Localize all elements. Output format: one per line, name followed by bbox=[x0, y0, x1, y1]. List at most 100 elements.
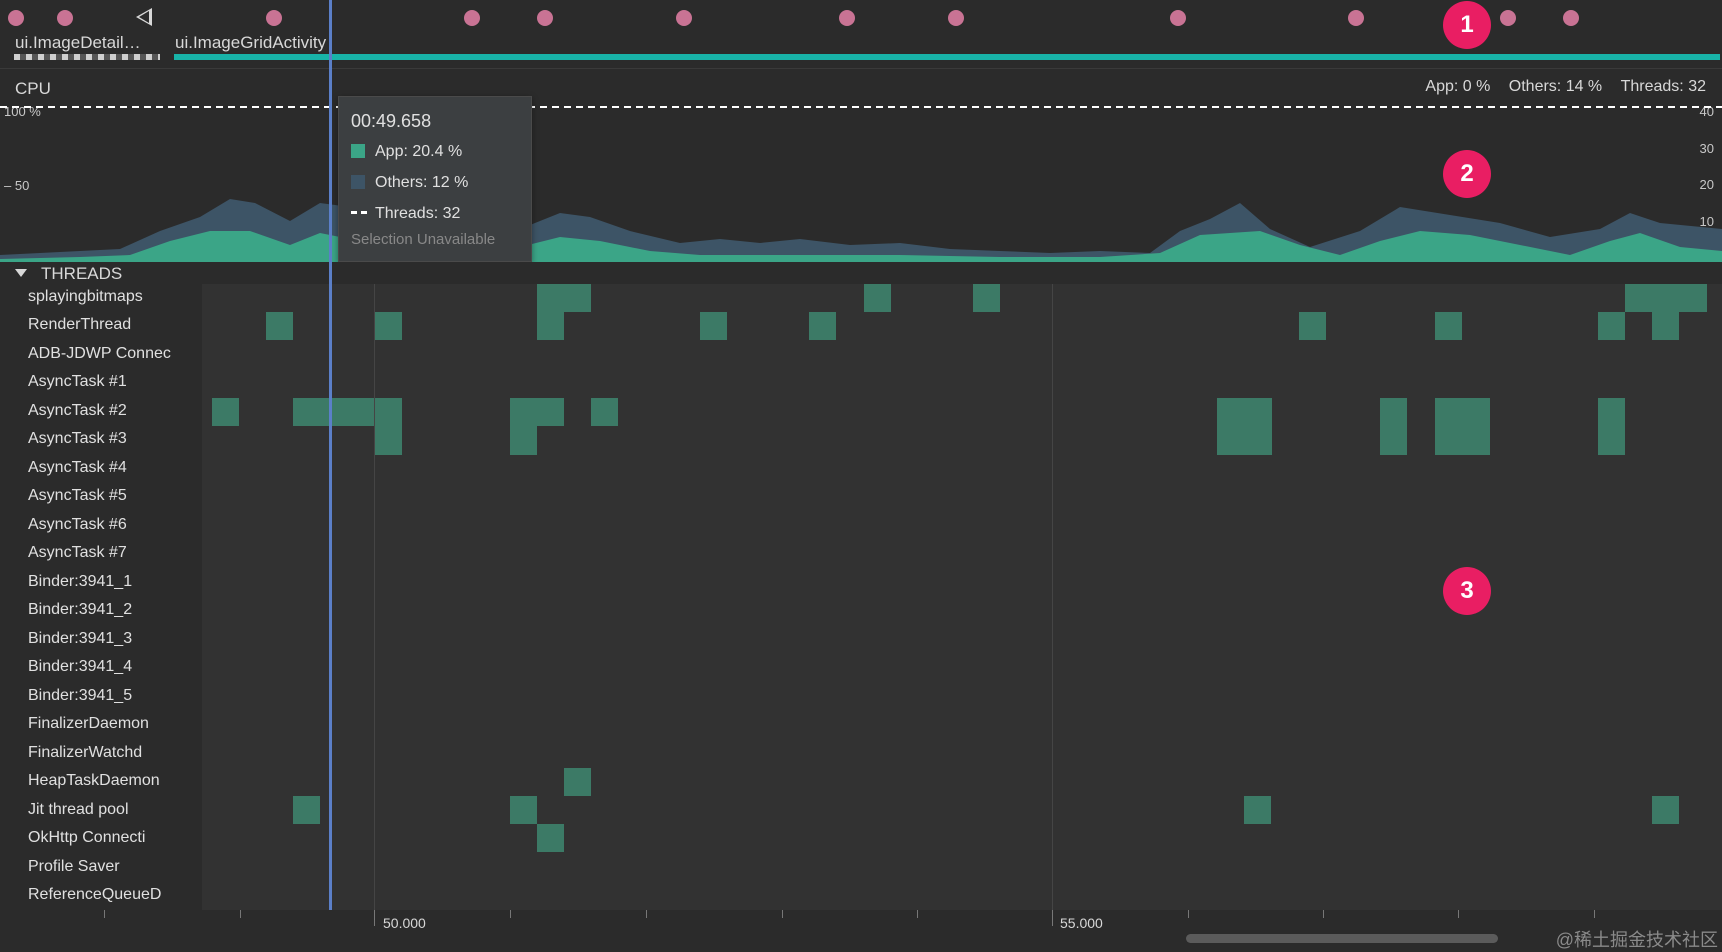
activity-label-image-grid[interactable]: ui.ImageGridActivity bbox=[175, 33, 327, 52]
axis-label-55: 55.000 bbox=[1060, 915, 1103, 931]
thread-name[interactable]: AsyncTask #7 bbox=[28, 544, 127, 561]
watermark: @稀土掘金技术社区 bbox=[1555, 930, 1718, 950]
axis-tick bbox=[1594, 910, 1595, 918]
tooltip-others: Others: 12 % bbox=[375, 174, 469, 191]
axis-tick bbox=[104, 910, 105, 918]
axis-tick bbox=[917, 910, 918, 918]
thread-name[interactable]: FinalizerDaemon bbox=[28, 715, 149, 732]
axis-tick bbox=[1323, 910, 1324, 918]
thread-state-block bbox=[1435, 398, 1490, 455]
thread-state-block bbox=[537, 824, 564, 852]
tooltip-note: Selection Unavailable bbox=[351, 231, 496, 248]
thread-state-block bbox=[537, 312, 564, 340]
thread-name[interactable]: Binder:3941_3 bbox=[28, 630, 133, 647]
threads-header[interactable]: THREADS bbox=[0, 262, 1722, 284]
thread-state-block bbox=[1217, 398, 1272, 455]
thread-name[interactable]: Profile Saver bbox=[28, 858, 120, 875]
thread-name[interactable]: RenderThread bbox=[28, 316, 132, 333]
thread-state-block bbox=[564, 768, 591, 796]
thread-name[interactable]: Binder:3941_1 bbox=[28, 573, 133, 590]
thread-state-block bbox=[293, 796, 320, 824]
thread-state-block bbox=[1598, 398, 1625, 455]
thread-state-block bbox=[809, 312, 836, 340]
cpu-ytick-50: – 50 bbox=[4, 178, 30, 193]
event-dot[interactable] bbox=[948, 10, 964, 26]
axis-tick-major bbox=[1052, 910, 1053, 926]
thread-name[interactable]: ReferenceQueueD bbox=[28, 886, 162, 903]
thread-state-block bbox=[1380, 398, 1407, 455]
thread-state-block bbox=[375, 426, 402, 455]
thread-state-block bbox=[1625, 284, 1707, 312]
timeline-cursor[interactable] bbox=[329, 0, 332, 910]
event-timeline[interactable]: ui.ImageDetail… ui.ImageGridActivity bbox=[0, 0, 1722, 68]
cpu-stat-app: App: 0 % bbox=[1425, 78, 1491, 95]
axis-tick bbox=[782, 910, 783, 918]
axis-tick bbox=[1188, 910, 1189, 918]
thread-name[interactable]: AsyncTask #4 bbox=[28, 459, 127, 476]
event-dot[interactable] bbox=[537, 10, 553, 26]
thread-name[interactable]: splayingbitmaps bbox=[28, 288, 143, 305]
tooltip-app: App: 20.4 % bbox=[375, 143, 463, 160]
axis-tick-major bbox=[374, 910, 375, 926]
event-dot[interactable] bbox=[266, 10, 282, 26]
thread-name[interactable]: OkHttp Connecti bbox=[28, 829, 146, 846]
tooltip-time: 00:49.658 bbox=[351, 111, 432, 131]
cpu-stat-others: Others: 14 % bbox=[1508, 78, 1603, 95]
horizontal-scrollbar-thumb[interactable] bbox=[1186, 934, 1498, 943]
activity-label-image-detail[interactable]: ui.ImageDetail… bbox=[15, 33, 141, 52]
thread-state-block bbox=[864, 284, 891, 312]
thread-name[interactable]: Binder:3941_5 bbox=[28, 687, 133, 704]
cpu-label: CPU bbox=[15, 79, 51, 98]
cpu-ytick-50-label: 50 bbox=[14, 178, 30, 193]
thread-state-block bbox=[700, 312, 727, 340]
thread-tracks[interactable] bbox=[202, 284, 1722, 910]
threads-ytick-20: 20 bbox=[1699, 177, 1714, 192]
thread-name[interactable]: Jit thread pool bbox=[28, 801, 129, 818]
axis-tick bbox=[646, 910, 647, 918]
thread-state-block bbox=[591, 398, 618, 426]
event-dot[interactable] bbox=[1500, 10, 1516, 26]
event-dot[interactable] bbox=[57, 10, 73, 26]
threads-ytick-30: 30 bbox=[1699, 141, 1714, 156]
time-axis[interactable]: 50.000 55.000 @稀土掘金技术社区 bbox=[0, 910, 1722, 950]
app-swatch-icon bbox=[351, 144, 365, 158]
collapse-caret-icon[interactable] bbox=[15, 269, 27, 277]
event-dot[interactable] bbox=[839, 10, 855, 26]
threads-dash-icon bbox=[351, 211, 367, 214]
axis-tick bbox=[240, 910, 241, 918]
event-dot[interactable] bbox=[464, 10, 480, 26]
thread-state-block bbox=[1244, 796, 1271, 824]
threads-title: THREADS bbox=[41, 264, 123, 283]
time-gridline bbox=[374, 284, 375, 910]
tooltip-threads: Threads: 32 bbox=[375, 205, 461, 222]
thread-name[interactable]: AsyncTask #6 bbox=[28, 516, 127, 533]
thread-state-block bbox=[973, 284, 1000, 312]
event-dot[interactable] bbox=[8, 10, 24, 26]
thread-state-block bbox=[1652, 312, 1679, 340]
thread-state-block bbox=[266, 312, 293, 340]
tooltip-others-row: Others: 12 % bbox=[351, 174, 468, 192]
thread-name[interactable]: AsyncTask #3 bbox=[28, 430, 127, 447]
thread-name[interactable]: FinalizerWatchd bbox=[28, 744, 143, 761]
thread-state-block bbox=[212, 398, 239, 426]
threads-ytick-10: 10 bbox=[1699, 214, 1714, 229]
axis-tick bbox=[1458, 910, 1459, 918]
thread-name[interactable]: Binder:3941_4 bbox=[28, 658, 133, 675]
event-dot[interactable] bbox=[1348, 10, 1364, 26]
event-dot[interactable] bbox=[676, 10, 692, 26]
thread-name-list: splayingbitmaps RenderThread ADB-JDWP Co… bbox=[0, 284, 202, 910]
thread-name[interactable]: HeapTaskDaemon bbox=[28, 772, 160, 789]
thread-state-block bbox=[510, 426, 537, 455]
thread-state-block bbox=[1299, 312, 1326, 340]
activity-bar-image-grid[interactable] bbox=[174, 54, 1720, 60]
badge-1: 1 bbox=[1443, 1, 1491, 49]
event-dot[interactable] bbox=[1170, 10, 1186, 26]
event-dot[interactable] bbox=[1563, 10, 1579, 26]
thread-name[interactable]: AsyncTask #5 bbox=[28, 487, 127, 504]
thread-name[interactable]: AsyncTask #2 bbox=[28, 402, 127, 419]
activity-bar-image-detail[interactable] bbox=[14, 54, 160, 60]
thread-name[interactable]: ADB-JDWP Connec bbox=[28, 345, 171, 362]
thread-name[interactable]: AsyncTask #1 bbox=[28, 373, 127, 390]
axis-label-50: 50.000 bbox=[383, 915, 426, 931]
thread-name[interactable]: Binder:3941_2 bbox=[28, 601, 133, 618]
